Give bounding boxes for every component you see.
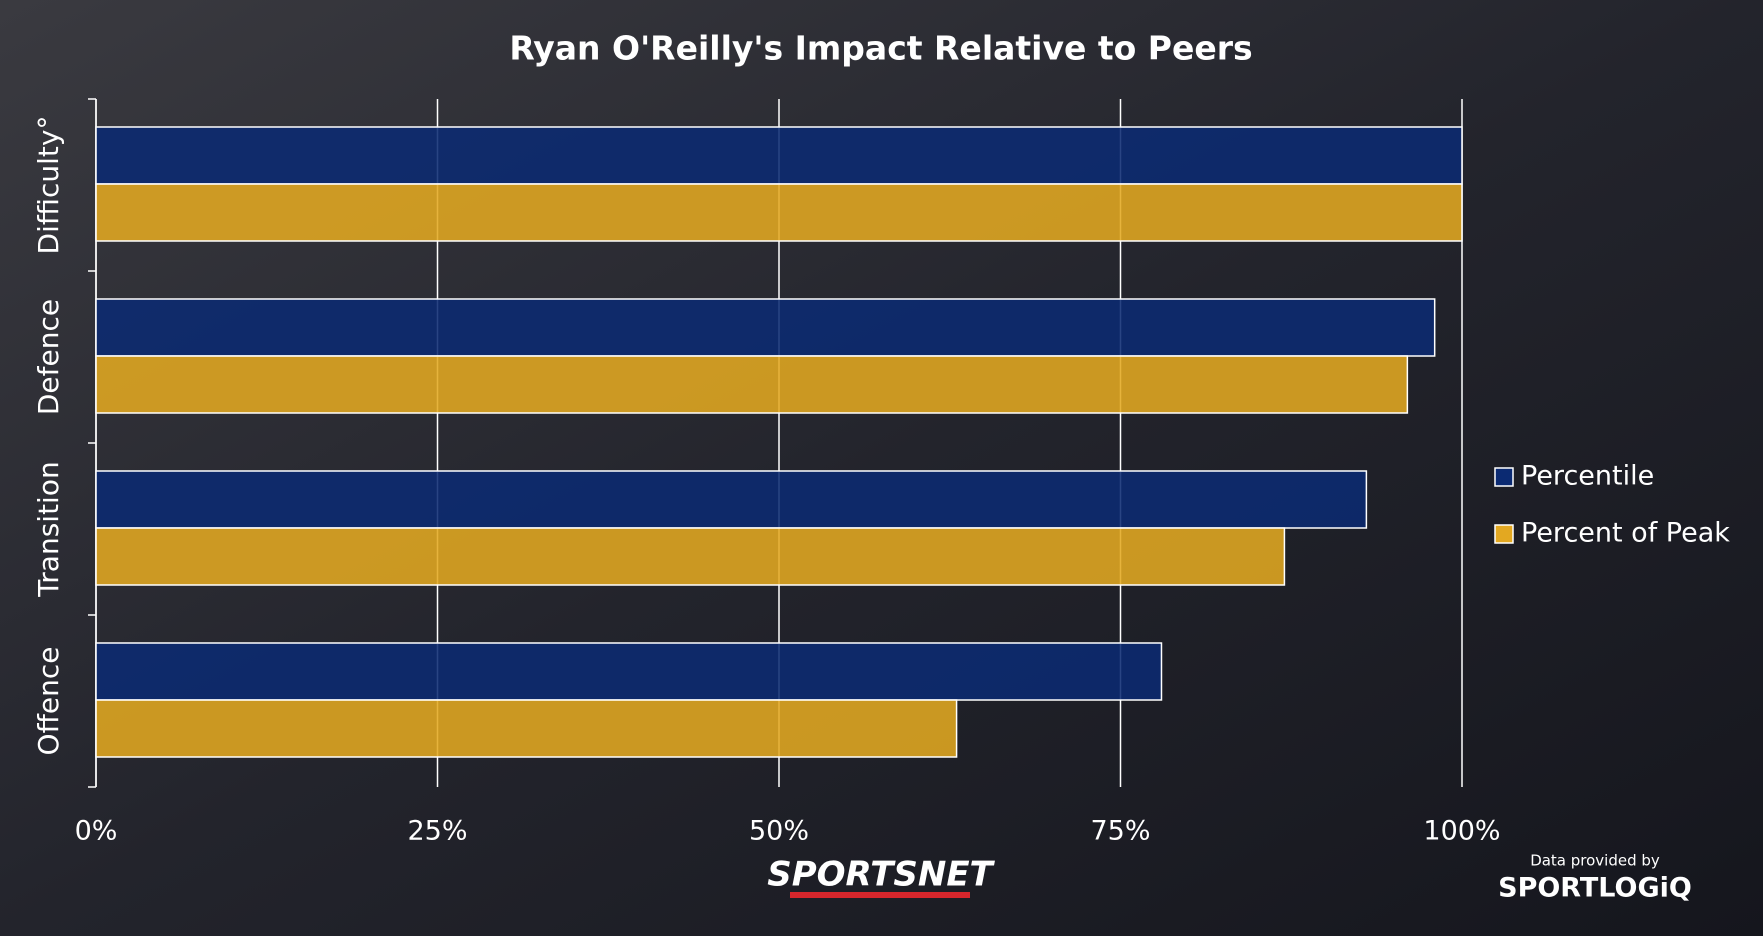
provider-logo: SPORTLOGiQ bbox=[1498, 873, 1692, 904]
bar bbox=[95, 470, 1368, 529]
logo-stripe bbox=[790, 892, 970, 898]
bar bbox=[95, 126, 1463, 185]
x-tick-label: 50% bbox=[749, 816, 809, 847]
network-logo: SPORTSNET bbox=[767, 855, 995, 895]
x-tick-label: 0% bbox=[75, 816, 118, 847]
chart-title: Ryan O'Reilly's Impact Relative to Peers bbox=[509, 29, 1252, 68]
bar bbox=[95, 642, 1163, 701]
y-tick-label: Transition bbox=[32, 461, 65, 597]
x-tick-label: 100% bbox=[1423, 816, 1500, 847]
bar bbox=[95, 355, 1409, 414]
legend-label: Percentile bbox=[1521, 461, 1654, 492]
bar bbox=[95, 298, 1436, 357]
x-tick-label: 75% bbox=[1090, 816, 1150, 847]
legend-swatch bbox=[1494, 467, 1514, 487]
y-tick-label: Difficulty° bbox=[32, 116, 65, 255]
x-tick-label: 25% bbox=[407, 816, 467, 847]
y-tick-label: Defence bbox=[32, 299, 65, 415]
bar bbox=[95, 183, 1463, 242]
credit: Data provided by bbox=[1530, 852, 1660, 870]
legend-swatch bbox=[1494, 524, 1514, 544]
legend-label: Percent of Peak bbox=[1521, 518, 1730, 549]
y-tick-label: Offence bbox=[32, 647, 65, 756]
bar bbox=[95, 699, 958, 758]
bar bbox=[95, 527, 1286, 586]
